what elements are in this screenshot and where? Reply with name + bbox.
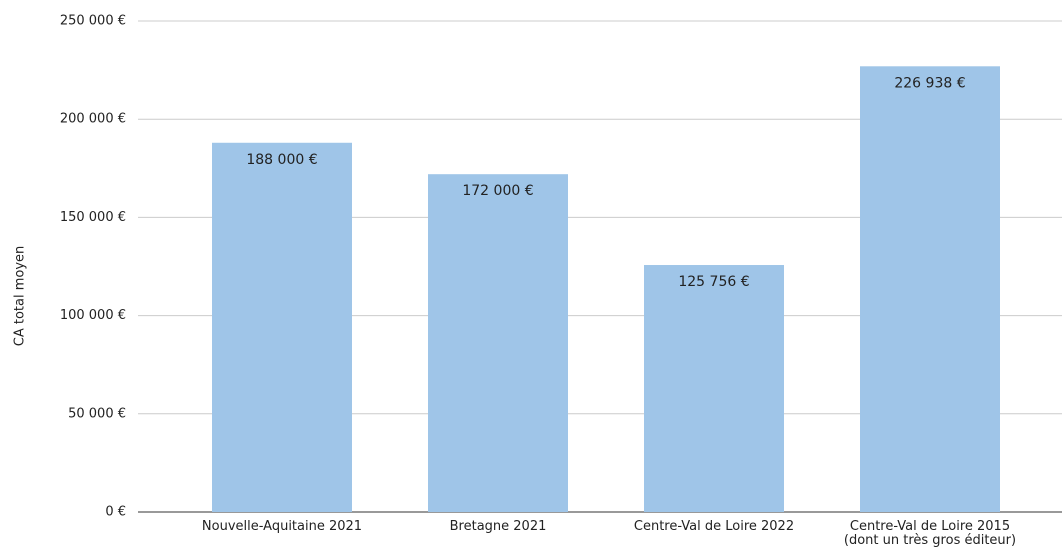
y-axis-label: CA total moyen	[13, 246, 28, 347]
bar	[860, 66, 1000, 513]
data-label: 172 000 €	[462, 183, 533, 199]
x-tick-label: Centre-Val de Loire 2022	[633, 519, 795, 534]
x-tick-label: Bretagne 2021	[449, 519, 547, 534]
y-tick-label: 200 000 €	[60, 112, 126, 127]
data-label: 125 756 €	[678, 274, 749, 290]
bar	[212, 142, 352, 512]
y-tick-label: 100 000 €	[60, 308, 126, 323]
x-tick-label: Nouvelle-Aquitaine 2021	[201, 519, 363, 534]
bar	[644, 265, 784, 512]
data-label: 226 938 €	[894, 75, 965, 91]
y-tick-label: 150 000 €	[60, 210, 126, 225]
y-tick-label: 0 €	[105, 505, 126, 520]
data-label: 188 000 €	[246, 152, 317, 168]
y-tick-label: 250 000 €	[60, 14, 126, 29]
bar	[428, 174, 568, 512]
y-tick-label: 50 000 €	[68, 406, 126, 421]
x-tick-label: Centre-Val de Loire 2015 (dont un très g…	[843, 519, 1017, 548]
